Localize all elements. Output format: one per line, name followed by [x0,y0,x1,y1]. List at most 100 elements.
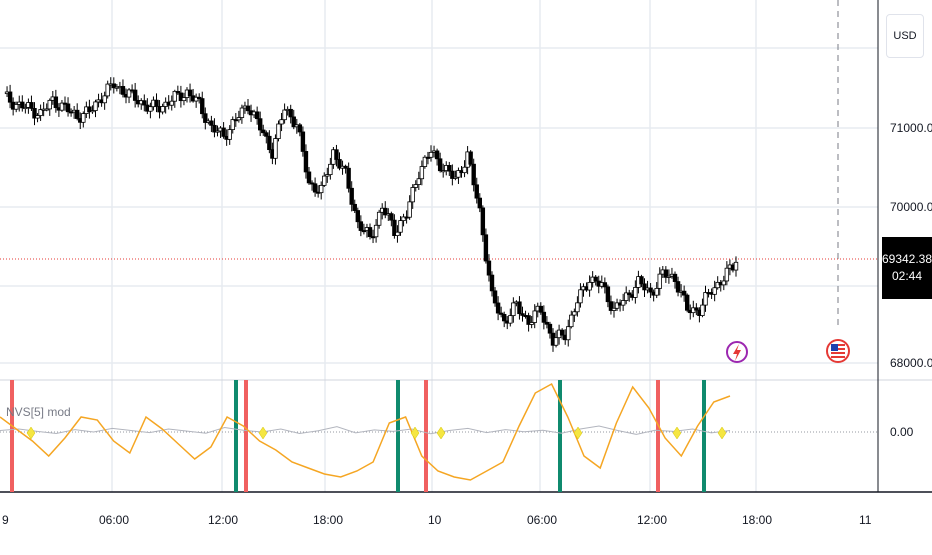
candle-up [700,304,705,316]
candle-down [352,203,357,211]
candle-down [501,313,507,322]
candle-down [480,207,486,236]
candle-up [126,89,132,98]
candle-down [361,230,367,233]
bar-countdown: 02:44 [891,269,923,283]
candle-up [428,151,434,158]
candle-down [608,301,614,311]
sell-signal-bar [10,380,14,492]
candle-down [672,273,678,282]
candle-down [471,163,476,186]
candle-up [508,315,513,324]
oscillator-series[interactable] [0,382,731,481]
candle-down [343,165,348,169]
diamond-marker [410,426,420,440]
candle-down [257,118,263,131]
candle-down [425,156,431,159]
candle-down [642,283,647,291]
candle-up [422,156,428,167]
candle-down [349,187,354,205]
time-axis-label: 9 [2,513,9,527]
candle-up [733,261,739,271]
candle-up [193,96,199,102]
time-axis-label: 10 [428,513,442,527]
candle-down [196,96,202,99]
candle-down [437,158,443,172]
candle-up [511,302,516,317]
lightning-icon[interactable] [726,341,748,363]
candlestick-series[interactable] [4,77,739,352]
time-axis-label: 06:00 [99,513,129,527]
candle-down [450,170,455,179]
candle-down [498,312,504,315]
candle-down [20,101,25,109]
candle-up [572,311,577,316]
candle-up [273,138,278,159]
candle-up [276,123,281,139]
candle-up [724,267,730,282]
candle-up [566,326,571,341]
candle-down [434,150,440,160]
candle-up [148,106,153,112]
candle-down [120,86,126,95]
candle-down [483,234,489,262]
candle-down [300,131,306,152]
diamond-marker [26,426,36,440]
candle-up [322,175,327,186]
time-axis-label: 12:00 [208,513,238,527]
us-flag-event-icon[interactable] [826,339,850,363]
candle-up [230,119,235,130]
time-axis-label: 12:00 [637,513,667,527]
buy-signal-bar [702,380,706,492]
candle-down [200,98,205,115]
candle-up [611,307,617,311]
diamond-marker [717,426,727,440]
candle-up [453,176,458,179]
candle-down [675,281,681,293]
time-axis-label: 11 [859,513,872,527]
candle-down [154,99,159,107]
candle-up [81,113,86,123]
candle-up [181,97,187,102]
candle-up [376,211,382,226]
candle-down [111,83,116,89]
candle-down [526,315,531,325]
time-axis-label: 18:00 [313,513,343,527]
candle-up [703,292,708,306]
candle-down [367,227,373,238]
candle-down [87,106,92,113]
candle-up [614,302,620,309]
last-price-value: 69342.38 [881,252,932,266]
candle-down [203,113,208,123]
candle-up [456,170,461,178]
candle-up [419,166,425,180]
indicator-legend[interactable]: NVS[5] mod [6,405,71,419]
candle-down [32,108,37,119]
oscillator-gray-line [0,425,731,435]
candle-up [279,119,284,125]
candle-up [395,231,400,237]
currency-button[interactable]: USD [886,14,924,58]
candle-up [47,99,52,110]
candle-up [712,287,717,295]
candle-down [267,135,272,151]
candle-down [334,149,339,160]
candle-down [547,323,553,334]
candle-up [401,216,406,222]
buy-signal-bar [558,380,562,492]
candle-down [209,120,214,126]
time-axis-label: 18:00 [742,513,772,527]
candle-up [325,174,330,177]
candle-up [553,337,559,346]
diamond-marker [672,426,682,440]
candle-down [29,102,34,109]
last-price-tag: 69342.38 02:44 [882,237,932,299]
candle-down [492,290,498,304]
candle-up [328,163,333,176]
candle-down [306,171,312,184]
candle-down [495,302,501,314]
candle-down [358,221,364,231]
candle-up [413,184,418,188]
